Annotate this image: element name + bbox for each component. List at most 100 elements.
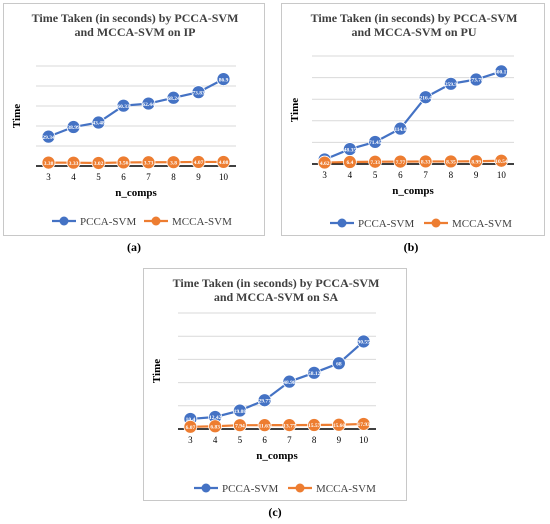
data-label: 11.63 bbox=[259, 423, 271, 429]
data-point bbox=[91, 156, 106, 170]
data-point bbox=[494, 153, 509, 168]
data-point bbox=[257, 393, 272, 408]
caption-a: (a) bbox=[127, 240, 141, 254]
data-label: 8.35 bbox=[446, 160, 456, 166]
x-tick-label: 7 bbox=[423, 170, 428, 180]
chart-title-line: and MCCA-SVM on IP bbox=[74, 25, 195, 39]
y-axis-label: Time bbox=[289, 98, 301, 122]
data-point bbox=[191, 155, 206, 169]
data-label: 62.44 bbox=[142, 102, 155, 108]
data-point bbox=[418, 90, 433, 105]
data-label: 3.73 bbox=[144, 160, 154, 166]
data-label: 8.99 bbox=[471, 159, 481, 165]
data-point bbox=[443, 154, 458, 169]
data-point bbox=[393, 121, 408, 136]
data-label: 12.42 bbox=[209, 415, 222, 421]
x-tick-label: 10 bbox=[359, 435, 369, 445]
x-axis-label: n_comps bbox=[115, 187, 157, 199]
data-point bbox=[282, 374, 297, 389]
data-label: 48.98 bbox=[283, 380, 296, 386]
x-tick-label: 6 bbox=[121, 172, 126, 182]
data-label: 3.02 bbox=[94, 161, 104, 167]
data-label: 4.08 bbox=[219, 160, 229, 166]
data-point bbox=[216, 155, 231, 169]
y-axis-label: Time bbox=[11, 104, 23, 128]
data-label: 71.45 bbox=[369, 140, 382, 146]
x-tick-label: 8 bbox=[171, 172, 176, 182]
data-label: 29.34 bbox=[42, 135, 55, 141]
x-axis-label: n_comps bbox=[392, 185, 434, 197]
x-tick-label: 3 bbox=[188, 435, 193, 445]
chart-panel-c: Time Taken (in seconds) by PCCA-SVM and M… bbox=[143, 268, 407, 501]
data-label: 300.11 bbox=[494, 70, 509, 76]
legend-marker bbox=[151, 216, 161, 226]
data-point bbox=[166, 90, 181, 105]
data-point bbox=[307, 365, 322, 380]
x-tick-label: 9 bbox=[337, 435, 342, 445]
legend-label: PCCA-SVM bbox=[222, 483, 278, 495]
data-label: 43.48 bbox=[92, 121, 105, 127]
data-point bbox=[91, 115, 106, 130]
chart-title-line: and MCCA-SVM on SA bbox=[214, 290, 339, 304]
data-point bbox=[443, 76, 458, 91]
data-label: 68.24 bbox=[167, 96, 180, 102]
data-point bbox=[356, 417, 371, 431]
data-label: 6.07 bbox=[186, 425, 196, 431]
data-label: 90.55 bbox=[357, 340, 370, 346]
data-point bbox=[66, 155, 81, 170]
data-label: 17.93 bbox=[357, 422, 370, 428]
data-point bbox=[232, 418, 247, 433]
x-tick-label: 8 bbox=[449, 170, 454, 180]
data-point bbox=[469, 154, 484, 169]
x-tick-label: 7 bbox=[146, 172, 151, 182]
legend-label: PCCA-SVM bbox=[358, 218, 414, 230]
chart-title-line: Time Taken (in seconds) by PCCA-SVM bbox=[32, 11, 239, 25]
data-point bbox=[257, 418, 272, 433]
data-label: 38.99 bbox=[67, 125, 80, 131]
legend-marker bbox=[59, 216, 69, 226]
x-tick-label: 5 bbox=[96, 172, 101, 182]
data-label: 8.33 bbox=[421, 160, 431, 166]
chart-title-line: and MCCA-SVM on PU bbox=[351, 25, 476, 39]
data-label: 4.07 bbox=[194, 160, 204, 166]
chart-title-line: Time Taken (in seconds) by PCCA-SVM bbox=[311, 11, 518, 25]
data-point bbox=[342, 155, 357, 169]
x-tick-label: 8 bbox=[312, 435, 317, 445]
data-point bbox=[307, 418, 322, 432]
x-axis-label: n_comps bbox=[256, 450, 298, 462]
data-label: 58.12 bbox=[308, 371, 321, 377]
data-point bbox=[183, 419, 198, 434]
legend-marker bbox=[201, 483, 211, 493]
data-point bbox=[41, 155, 56, 170]
data-label: 10.54 bbox=[495, 159, 508, 165]
data-point bbox=[469, 72, 484, 87]
x-tick-label: 10 bbox=[219, 172, 229, 182]
legend-marker bbox=[337, 218, 347, 228]
legend-marker bbox=[431, 218, 441, 228]
x-tick-label: 6 bbox=[398, 170, 403, 180]
data-label: 259.9 bbox=[445, 82, 458, 88]
data-label: 7.94 bbox=[235, 423, 245, 429]
legend-label: MCCA-SVM bbox=[452, 218, 512, 230]
x-tick-label: 5 bbox=[373, 170, 378, 180]
chart-title-line: Time Taken (in seconds) by PCCA-SVM bbox=[173, 276, 380, 290]
data-point bbox=[141, 155, 156, 170]
data-label: 19.08 bbox=[234, 409, 247, 415]
data-point bbox=[317, 155, 332, 170]
x-tick-label: 3 bbox=[46, 172, 51, 182]
data-point bbox=[191, 85, 206, 100]
x-tick-label: 4 bbox=[348, 170, 353, 180]
data-point bbox=[331, 417, 346, 432]
legend-marker bbox=[295, 483, 305, 493]
data-label: 73.83 bbox=[192, 90, 205, 96]
data-point bbox=[282, 418, 297, 433]
data-label: 29.77 bbox=[258, 398, 271, 404]
data-label: 68 bbox=[336, 361, 342, 367]
data-point bbox=[116, 155, 131, 170]
x-tick-label: 4 bbox=[213, 435, 218, 445]
data-point bbox=[66, 120, 81, 134]
x-tick-label: 7 bbox=[287, 435, 292, 445]
data-label: 86.9 bbox=[219, 77, 229, 83]
